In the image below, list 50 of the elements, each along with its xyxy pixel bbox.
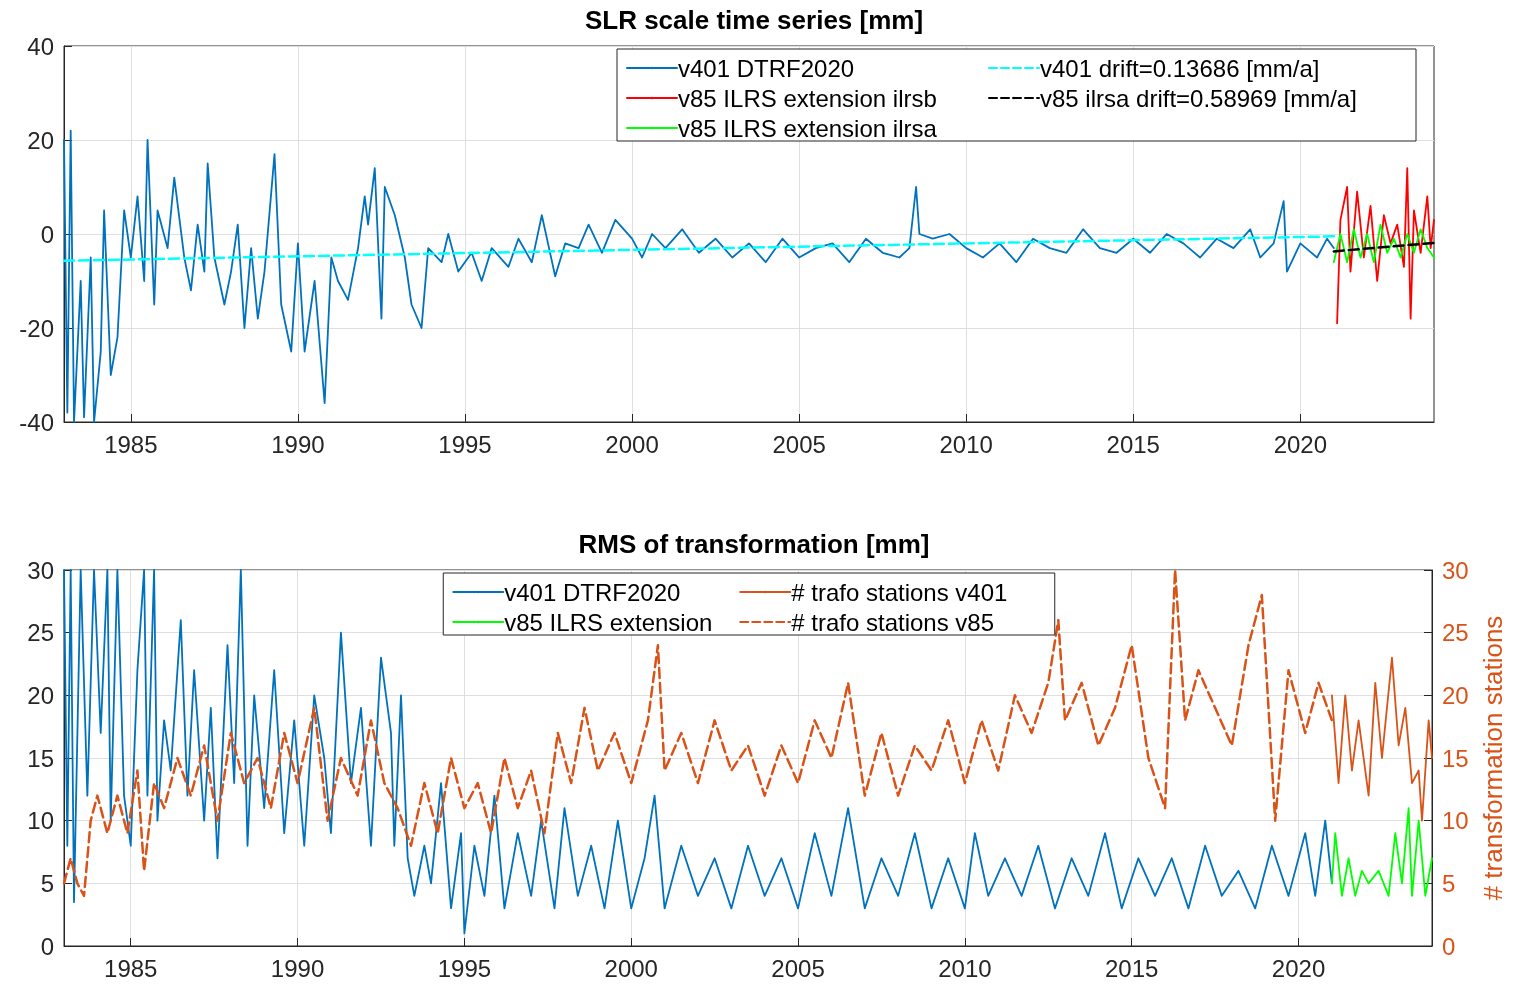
chart-title: RMS of transformation [mm] [578, 529, 930, 559]
y2-tick-label: 5 [1442, 869, 1456, 897]
line-series [1336, 167, 1435, 325]
y2-tick-label: 25 [1442, 619, 1469, 647]
x-tick-label: 2020 [1273, 430, 1328, 458]
y-tick-label: 10 [27, 807, 54, 835]
x-tick-label: 1985 [104, 954, 158, 982]
y2-tick-label: 10 [1442, 807, 1469, 835]
legend-label: # trafo stations v401 [791, 578, 1008, 606]
legend-label: v85 ILRS extension ilrsb [678, 84, 937, 112]
y2-tick-label: 20 [1442, 681, 1469, 709]
y-tick-label: 0 [40, 932, 54, 960]
y-tick-label: 0 [40, 220, 54, 248]
y-tick-label: 25 [27, 619, 54, 647]
chart-title: SLR scale time series [mm] [584, 5, 924, 35]
y-tick-label: 5 [40, 869, 54, 897]
x-tick-label: 2005 [772, 430, 826, 458]
legend-label: v401 drift=0.13686 [mm/a] [1040, 54, 1320, 82]
legend-label: # trafo stations v85 [791, 608, 995, 636]
y2-tick-label: 15 [1442, 744, 1469, 772]
x-tick-label: 2000 [604, 954, 658, 982]
line-series [1332, 223, 1435, 264]
legend-label: v85 ilrsa drift=0.58969 [mm/a] [1040, 84, 1357, 112]
x-tick-label: 2015 [1105, 954, 1159, 982]
y2-tick-label: 0 [1442, 932, 1456, 960]
y2-axis-title: # transformation stations [1478, 615, 1508, 901]
x-tick-label: 2005 [771, 954, 825, 982]
y-tick-label: 20 [27, 126, 54, 154]
x-tick-label: 1990 [270, 954, 325, 982]
x-tick-label: 1995 [437, 954, 492, 982]
x-tick-label: 2020 [1271, 954, 1326, 982]
x-tick-label: 1990 [271, 430, 325, 458]
x-tick-label: 2010 [938, 954, 992, 982]
legend-label: v85 ILRS extension [504, 608, 713, 636]
x-tick-label: 2000 [605, 430, 659, 458]
y2-tick-label: 30 [1442, 556, 1469, 584]
x-tick-label: 1995 [438, 430, 492, 458]
line-series [1331, 807, 1433, 897]
x-tick-label: 2015 [1106, 430, 1160, 458]
y-tick-label: -40 [19, 408, 54, 436]
y-tick-label: 20 [27, 681, 54, 709]
y-tick-label: 15 [27, 744, 54, 772]
legend-label: v85 ILRS extension ilrsa [678, 114, 938, 142]
y-tick-label: -20 [19, 314, 54, 342]
y-tick-label: 40 [27, 32, 54, 60]
legend-label: v401 DTRF2020 [504, 578, 681, 606]
y-tick-label: 30 [27, 556, 54, 584]
legend-label: v401 DTRF2020 [678, 54, 855, 82]
x-tick-label: 2010 [939, 430, 993, 458]
x-tick-label: 1985 [104, 430, 158, 458]
